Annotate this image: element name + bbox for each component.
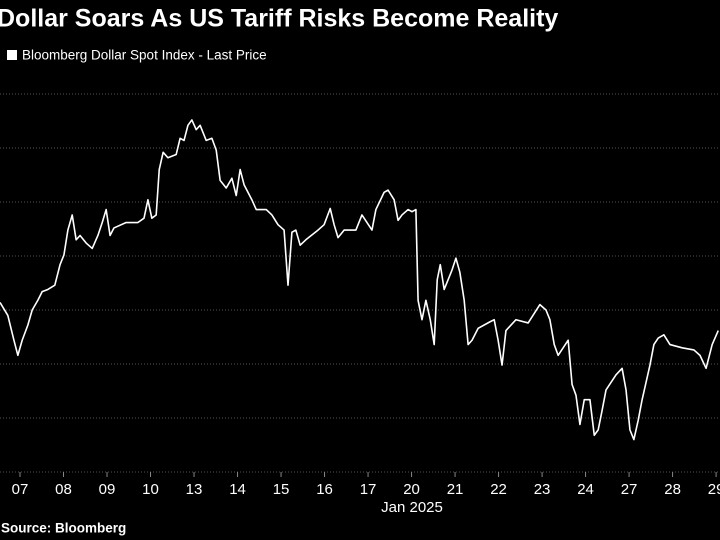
x-tick-label: 20 — [403, 481, 420, 498]
x-tick-label: 10 — [142, 481, 159, 498]
x-tick-label: 29 — [708, 481, 720, 498]
x-tick-label: 09 — [99, 481, 116, 498]
legend-label: Bloomberg Dollar Spot Index - Last Price — [22, 48, 267, 63]
price-line — [0, 119, 719, 441]
x-tick-label: 24 — [577, 481, 594, 498]
x-axis-label: Jan 2025 — [381, 499, 443, 516]
x-tick-label: 22 — [490, 481, 507, 498]
x-tick-label: 14 — [229, 481, 246, 498]
x-tick-label: 15 — [273, 481, 290, 498]
x-tick-label: 17 — [360, 481, 377, 498]
legend-swatch — [7, 50, 17, 60]
x-tick-label: 28 — [664, 481, 681, 498]
x-tick-label: 21 — [447, 481, 464, 498]
x-tick-label: 13 — [186, 481, 203, 498]
chart-title: Dollar Soars As US Tariff Risks Become R… — [0, 5, 558, 33]
x-tick-label: 23 — [534, 481, 551, 498]
source: Source: Bloomberg — [1, 521, 126, 536]
x-tick-label: 16 — [316, 481, 333, 498]
x-tick-label: 07 — [12, 481, 29, 498]
x-tick-label: 27 — [621, 481, 638, 498]
x-tick-label: 08 — [55, 481, 72, 498]
